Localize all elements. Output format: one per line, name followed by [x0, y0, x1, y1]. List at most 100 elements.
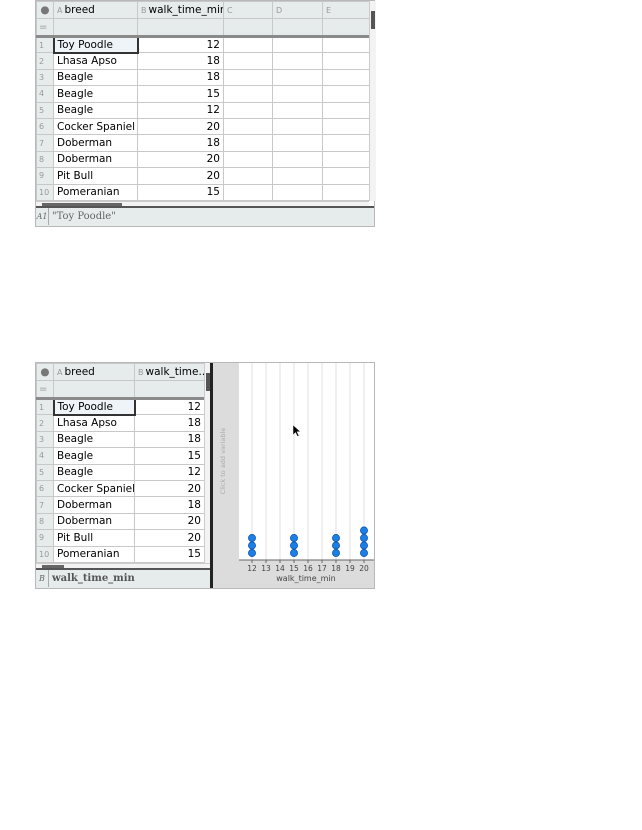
formula-cell[interactable] [134, 380, 204, 400]
corner-cell[interactable]: ● [36, 363, 54, 381]
data-dot[interactable] [248, 534, 256, 542]
cell-walk-time[interactable]: 18 [134, 496, 204, 514]
column-header-c[interactable]: C [223, 1, 273, 19]
horizontal-scrollbar[interactable] [36, 563, 210, 570]
cell-walk-time[interactable]: 20 [134, 479, 204, 498]
data-dot[interactable] [248, 549, 256, 557]
column-header-d[interactable]: D [272, 1, 323, 19]
cell-breed[interactable]: Toy Poodle [52, 397, 136, 416]
row-number[interactable]: 9 [36, 167, 54, 185]
data-dot[interactable] [332, 541, 340, 550]
row-number[interactable]: 3 [36, 430, 54, 449]
cell-walk-time[interactable]: 20 [134, 529, 204, 547]
data-dot[interactable] [248, 541, 256, 550]
cell-walk-time[interactable]: 15 [134, 447, 204, 465]
cell-breed[interactable]: Cocker Spaniel [53, 117, 138, 136]
cell-breed[interactable]: Beagle [53, 430, 135, 449]
row-number[interactable]: 3 [36, 68, 54, 87]
add-variable-hint[interactable]: Click to add variable [219, 428, 227, 495]
row-number[interactable]: 8 [36, 150, 54, 169]
cell-walk-time[interactable]: 15 [137, 183, 224, 201]
vertical-scrollbar[interactable] [204, 363, 211, 563]
empty-cell[interactable] [322, 68, 369, 87]
row-number[interactable]: 1 [36, 397, 54, 416]
row-number[interactable]: 6 [36, 479, 54, 498]
data-dot[interactable] [290, 534, 298, 542]
empty-cell[interactable] [322, 52, 369, 70]
vertical-scrollbar[interactable] [369, 1, 376, 201]
formula-cell[interactable] [53, 380, 135, 400]
cell-breed[interactable]: Doberman [53, 512, 135, 531]
empty-cell[interactable] [322, 150, 369, 169]
formula-cell[interactable] [137, 18, 224, 38]
cell-walk-time[interactable]: 18 [137, 68, 224, 87]
cell-walk-time[interactable]: 15 [137, 85, 224, 103]
row-number[interactable]: 7 [36, 496, 54, 514]
cell-walk-time[interactable]: 12 [134, 463, 204, 481]
column-header-e[interactable]: E [322, 1, 369, 19]
empty-cell[interactable] [223, 134, 273, 152]
data-dot[interactable] [332, 549, 340, 557]
data-dot[interactable] [360, 526, 368, 535]
cell-walk-time[interactable]: 15 [134, 545, 204, 563]
cell-breed[interactable]: Doberman [53, 496, 135, 514]
cell-breed[interactable]: Pomeranian [53, 183, 138, 201]
row-number[interactable]: 6 [36, 117, 54, 136]
empty-cell[interactable] [322, 134, 369, 152]
data-dot[interactable] [290, 549, 298, 557]
cell-walk-time[interactable]: 18 [137, 134, 224, 152]
row-number[interactable]: 9 [36, 529, 54, 547]
cell-breed[interactable]: Lhasa Apso [53, 414, 135, 432]
corner-cell[interactable]: ● [36, 1, 54, 19]
empty-cell[interactable] [272, 183, 323, 201]
cell-walk-time[interactable]: 20 [134, 512, 204, 531]
empty-cell[interactable] [223, 101, 273, 119]
row-number[interactable]: 5 [36, 101, 54, 119]
cell-breed[interactable]: Doberman [53, 150, 138, 169]
row-number[interactable]: 2 [36, 52, 54, 70]
empty-cell[interactable] [272, 35, 323, 54]
row-number[interactable]: 1 [36, 35, 54, 54]
cell-breed[interactable]: Pomeranian [53, 545, 135, 563]
row-number[interactable]: 4 [36, 447, 54, 465]
cell-walk-time[interactable]: 12 [137, 101, 224, 119]
row-number[interactable]: 10 [36, 183, 54, 201]
row-number[interactable]: 5 [36, 463, 54, 481]
horizontal-scrollbar[interactable] [36, 201, 369, 208]
cell-walk-time[interactable]: 18 [134, 430, 204, 449]
cell-walk-time[interactable]: 20 [137, 117, 224, 136]
row-number[interactable]: 8 [36, 512, 54, 531]
cell-walk-time[interactable]: 20 [137, 167, 224, 185]
cell-breed[interactable]: Beagle [53, 463, 135, 481]
cell-walk-time[interactable]: 12 [134, 397, 204, 416]
empty-cell[interactable] [322, 183, 369, 201]
empty-cell[interactable] [223, 52, 273, 70]
row-number[interactable]: 7 [36, 134, 54, 152]
data-dot[interactable] [360, 549, 368, 557]
empty-cell[interactable] [272, 134, 323, 152]
cell-walk-time[interactable]: 12 [137, 35, 224, 54]
data-dot[interactable] [332, 534, 340, 542]
empty-cell[interactable] [272, 52, 323, 70]
cell-walk-time[interactable]: 20 [137, 150, 224, 169]
empty-cell[interactable] [223, 68, 273, 87]
cell-breed[interactable]: Beagle [53, 68, 138, 87]
formula-cell[interactable] [322, 18, 369, 38]
empty-cell[interactable] [223, 117, 273, 136]
data-dot[interactable] [360, 541, 368, 550]
cell-breed[interactable]: Pit Bull [53, 167, 138, 185]
formula-cell[interactable] [53, 18, 138, 38]
row-number[interactable]: 4 [36, 85, 54, 103]
empty-cell[interactable] [322, 117, 369, 136]
empty-cell[interactable] [223, 85, 273, 103]
cell-breed[interactable]: Beagle [53, 85, 138, 103]
empty-cell[interactable] [223, 35, 273, 54]
empty-cell[interactable] [272, 167, 323, 185]
empty-cell[interactable] [223, 183, 273, 201]
row-number[interactable]: 2 [36, 414, 54, 432]
empty-cell[interactable] [322, 167, 369, 185]
